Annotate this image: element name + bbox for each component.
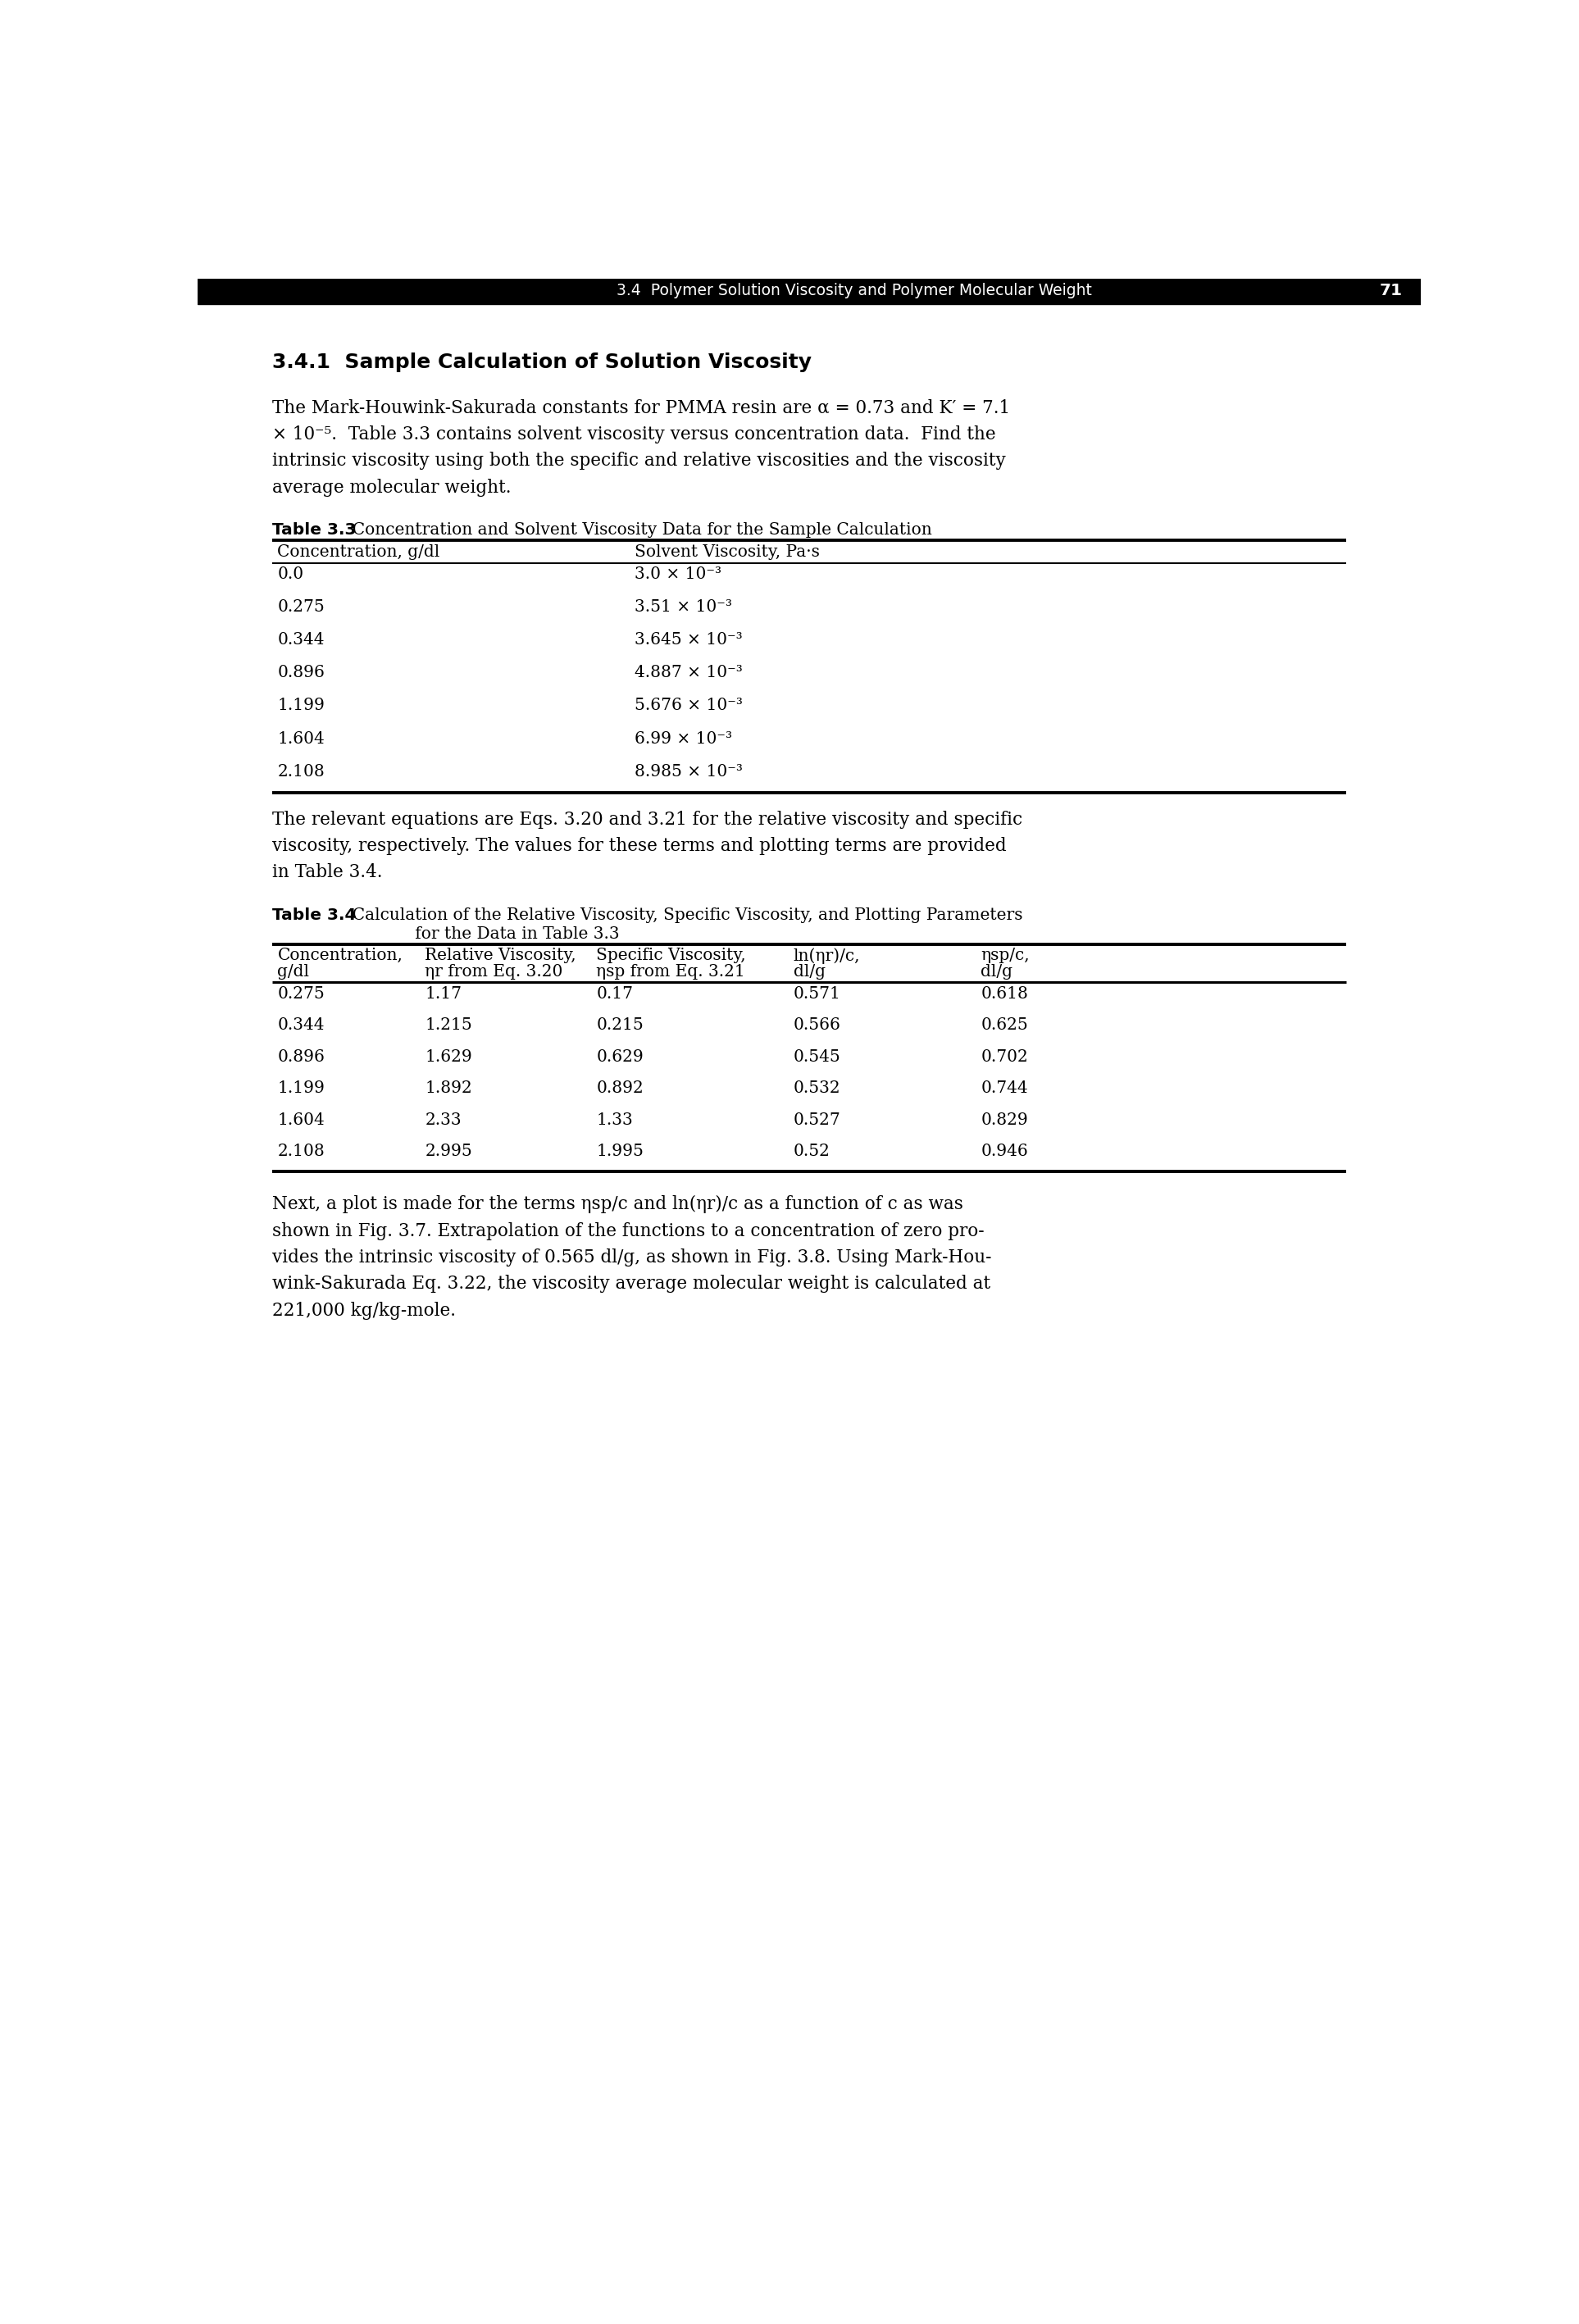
Text: in Table 3.4.: in Table 3.4. <box>272 865 382 881</box>
Text: 0.344: 0.344 <box>278 632 325 648</box>
Text: vides the intrinsic viscosity of 0.565 dl/g, as shown in Fig. 3.8. Using Mark-Ho: vides the intrinsic viscosity of 0.565 d… <box>272 1248 992 1267</box>
Text: The Mark-Houwink-Sakurada constants for PMMA resin are α = 0.73 and Κ′ = 7.1: The Mark-Houwink-Sakurada constants for … <box>272 400 1011 416</box>
Text: 0.527: 0.527 <box>793 1113 840 1127</box>
Text: 0.17: 0.17 <box>597 985 633 1002</box>
Text: 2.108: 2.108 <box>278 765 325 779</box>
Text: × 10⁻⁵.  Table 3.3 contains solvent viscosity versus concentration data.  Find t: × 10⁻⁵. Table 3.3 contains solvent visco… <box>272 425 996 444</box>
Text: 0.629: 0.629 <box>597 1048 644 1064</box>
Text: 0.0: 0.0 <box>278 567 303 583</box>
Text: viscosity, respectively. The values for these terms and plotting terms are provi: viscosity, respectively. The values for … <box>272 837 1007 855</box>
Bar <box>197 277 1421 304</box>
Text: 8.985 × 10⁻³: 8.985 × 10⁻³ <box>635 765 742 779</box>
Text: 0.946: 0.946 <box>981 1143 1028 1160</box>
Text: 0.566: 0.566 <box>793 1018 840 1032</box>
Text: ηsp/c,: ηsp/c, <box>981 948 1030 964</box>
Text: Calculation of the Relative Viscosity, Specific Viscosity, and Plotting Paramete: Calculation of the Relative Viscosity, S… <box>343 909 1023 923</box>
Text: 0.545: 0.545 <box>793 1048 840 1064</box>
Text: 1.199: 1.199 <box>278 1081 325 1097</box>
Text: ln(ηr)/c,: ln(ηr)/c, <box>793 948 861 964</box>
Text: 1.17: 1.17 <box>425 985 461 1002</box>
Text: 1.33: 1.33 <box>597 1113 633 1127</box>
Text: intrinsic viscosity using both the specific and relative viscosities and the vis: intrinsic viscosity using both the speci… <box>272 451 1006 469</box>
Text: for the Data in Table 3.3: for the Data in Table 3.3 <box>343 927 621 941</box>
Text: Table 3.4: Table 3.4 <box>272 909 357 923</box>
Text: 1.629: 1.629 <box>425 1048 472 1064</box>
Text: Concentration,: Concentration, <box>278 948 403 964</box>
Text: 71: 71 <box>1378 284 1402 300</box>
Text: Specific Viscosity,: Specific Viscosity, <box>597 948 747 964</box>
Text: Solvent Viscosity, Pa·s: Solvent Viscosity, Pa·s <box>635 544 820 560</box>
Text: 3.51 × 10⁻³: 3.51 × 10⁻³ <box>635 600 733 616</box>
Text: 1.995: 1.995 <box>597 1143 644 1160</box>
Text: 0.744: 0.744 <box>981 1081 1028 1097</box>
Text: Table 3.3: Table 3.3 <box>272 523 357 539</box>
Text: 0.215: 0.215 <box>597 1018 644 1032</box>
Text: dl/g: dl/g <box>793 964 826 981</box>
Text: 0.625: 0.625 <box>981 1018 1028 1032</box>
Text: 0.532: 0.532 <box>793 1081 840 1097</box>
Text: 2.995: 2.995 <box>425 1143 472 1160</box>
Text: 0.896: 0.896 <box>278 1048 325 1064</box>
Text: 3.4.1  Sample Calculation of Solution Viscosity: 3.4.1 Sample Calculation of Solution Vis… <box>272 353 812 372</box>
Text: Next, a plot is made for the terms ηsp/c and ln(ηr)/c as a function of c as was: Next, a plot is made for the terms ηsp/c… <box>272 1195 963 1213</box>
Text: 2.108: 2.108 <box>278 1143 325 1160</box>
Text: average molecular weight.: average molecular weight. <box>272 479 512 497</box>
Text: 1.892: 1.892 <box>425 1081 472 1097</box>
Text: Relative Viscosity,: Relative Viscosity, <box>425 948 576 964</box>
Text: 0.571: 0.571 <box>793 985 840 1002</box>
Text: 0.702: 0.702 <box>981 1048 1028 1064</box>
Text: g/dl: g/dl <box>278 964 309 981</box>
Text: 1.604: 1.604 <box>278 1113 325 1127</box>
Text: 3.4  Polymer Solution Viscosity and Polymer Molecular Weight: 3.4 Polymer Solution Viscosity and Polym… <box>617 284 1093 300</box>
Text: 0.275: 0.275 <box>278 600 325 616</box>
Text: Concentration, g/dl: Concentration, g/dl <box>278 544 441 560</box>
Text: 0.892: 0.892 <box>597 1081 644 1097</box>
Text: Concentration and Solvent Viscosity Data for the Sample Calculation: Concentration and Solvent Viscosity Data… <box>343 523 932 539</box>
Text: 1.199: 1.199 <box>278 697 325 713</box>
Text: 0.344: 0.344 <box>278 1018 325 1032</box>
Text: 0.275: 0.275 <box>278 985 325 1002</box>
Text: 2.33: 2.33 <box>425 1113 461 1127</box>
Text: shown in Fig. 3.7. Extrapolation of the functions to a concentration of zero pro: shown in Fig. 3.7. Extrapolation of the … <box>272 1222 984 1241</box>
Text: ηr from Eq. 3.20: ηr from Eq. 3.20 <box>425 964 562 981</box>
Text: ηsp from Eq. 3.21: ηsp from Eq. 3.21 <box>597 964 745 981</box>
Text: The relevant equations are Eqs. 3.20 and 3.21 for the relative viscosity and spe: The relevant equations are Eqs. 3.20 and… <box>272 811 1023 827</box>
Text: 3.0 × 10⁻³: 3.0 × 10⁻³ <box>635 567 722 583</box>
Text: 0.829: 0.829 <box>981 1113 1028 1127</box>
Text: 4.887 × 10⁻³: 4.887 × 10⁻³ <box>635 665 742 681</box>
Text: wink-Sakurada Eq. 3.22, the viscosity average molecular weight is calculated at: wink-Sakurada Eq. 3.22, the viscosity av… <box>272 1276 990 1292</box>
Text: 3.645 × 10⁻³: 3.645 × 10⁻³ <box>635 632 742 648</box>
Text: 5.676 × 10⁻³: 5.676 × 10⁻³ <box>635 697 742 713</box>
Text: 1.215: 1.215 <box>425 1018 472 1032</box>
Text: dl/g: dl/g <box>981 964 1012 981</box>
Text: 6.99 × 10⁻³: 6.99 × 10⁻³ <box>635 730 733 746</box>
Text: 0.896: 0.896 <box>278 665 325 681</box>
Text: 0.618: 0.618 <box>981 985 1028 1002</box>
Text: 221,000 kg/kg-mole.: 221,000 kg/kg-mole. <box>272 1301 456 1320</box>
Text: 0.52: 0.52 <box>793 1143 831 1160</box>
Text: 1.604: 1.604 <box>278 730 325 746</box>
